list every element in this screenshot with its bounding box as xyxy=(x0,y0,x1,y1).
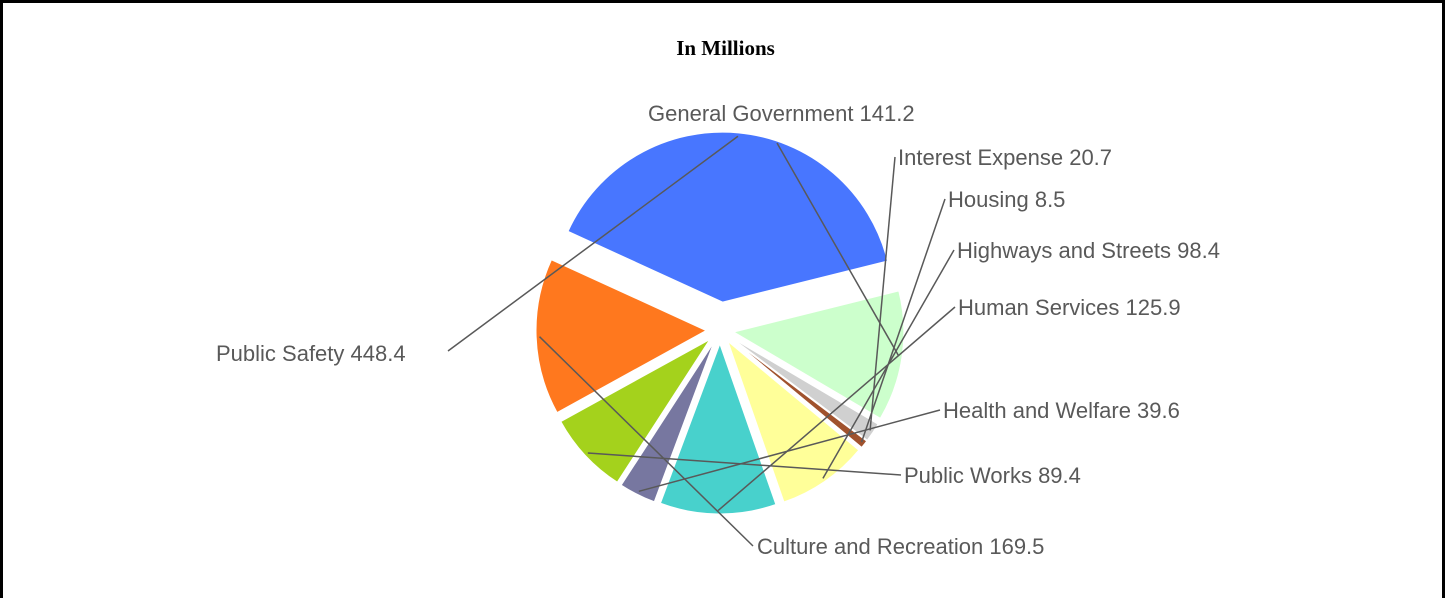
slice-label-housing: Housing 8.5 xyxy=(948,187,1065,212)
leader-line xyxy=(776,142,900,357)
pie-slice-health-and-welfare xyxy=(620,342,715,503)
pie-slice-public-safety xyxy=(567,131,889,303)
pie-slice-highways-and-streets xyxy=(726,339,860,503)
chart-title: In Millions xyxy=(676,36,775,60)
pie-slice-public-works xyxy=(560,339,711,483)
leader-line xyxy=(538,336,754,547)
leader-line xyxy=(860,198,946,443)
slice-label-public-works: Public Works 89.4 xyxy=(904,463,1081,488)
leader-line xyxy=(869,156,896,431)
leader-line xyxy=(638,409,941,493)
slice-label-interest-expense: Interest Expense 20.7 xyxy=(898,145,1112,170)
leader-line xyxy=(717,306,956,512)
slice-labels: General Government 141.2 Interest Expense… xyxy=(216,101,1220,559)
pie-slices xyxy=(535,131,905,515)
slice-label-general-government: General Government 141.2 xyxy=(648,101,915,126)
slice-label-health-and-welfare: Health and Welfare 39.6 xyxy=(943,398,1180,423)
pie-slice-housing xyxy=(730,338,868,449)
leader-line xyxy=(587,452,902,476)
slice-label-human-services: Human Services 125.9 xyxy=(958,295,1181,320)
leader-lines xyxy=(447,135,956,547)
pie-slice-human-services xyxy=(659,342,777,515)
pie-slice-interest-expense xyxy=(731,337,879,441)
leader-line xyxy=(447,135,739,352)
slice-label-highways-and-streets: Highways and Streets 98.4 xyxy=(957,238,1220,263)
slice-label-public-safety: Public Safety 448.4 xyxy=(216,341,406,366)
slice-label-culture-and-recreation: Culture and Recreation 169.5 xyxy=(757,534,1044,559)
